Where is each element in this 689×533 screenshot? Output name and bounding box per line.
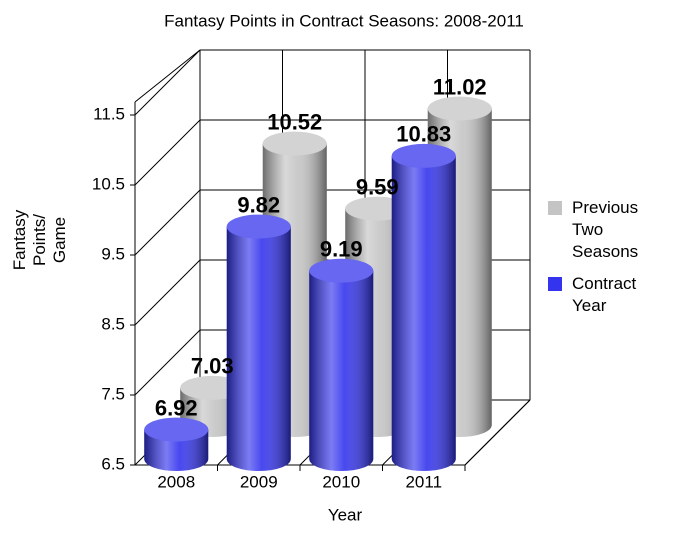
x-tick-label: 2008	[157, 472, 195, 491]
grid-line	[464, 399, 531, 466]
legend-label: Previous Two Seasons	[572, 198, 639, 261]
cylinder	[144, 417, 209, 471]
axis-line	[134, 49, 201, 103]
grid-line	[134, 49, 201, 116]
value-label: 9.59	[356, 175, 399, 200]
y-tick-label: 7.5	[101, 384, 125, 403]
value-label: 9.19	[320, 237, 363, 262]
value-label: 6.92	[155, 395, 198, 420]
y-axis-label: Fantasy Points/ Game	[10, 209, 69, 271]
x-axis-label: Year	[328, 505, 363, 524]
y-tick-label: 6.5	[101, 454, 125, 473]
cylinder	[391, 143, 456, 471]
x-tick-label: 2009	[240, 472, 278, 491]
x-tick-label: 2011	[405, 472, 442, 491]
grid-line	[134, 189, 201, 256]
legend-item: Previous Two Seasons	[548, 197, 662, 263]
x-tick-label: 2010	[322, 472, 360, 491]
value-label: 9.82	[237, 192, 280, 217]
cylinder	[309, 258, 374, 471]
grid-line	[134, 329, 201, 396]
value-label: 10.83	[396, 122, 451, 147]
y-tick-label: 9.5	[101, 244, 125, 263]
chart-title: Fantasy Points in Contract Seasons: 2008…	[164, 11, 524, 30]
cylinder	[226, 214, 291, 471]
legend-label: Contract Year	[572, 274, 637, 315]
y-tick-label: 8.5	[101, 314, 125, 333]
value-label: 10.52	[267, 109, 322, 134]
grid-line	[134, 259, 201, 326]
y-tick-label: 10.5	[92, 174, 125, 193]
grid-line	[134, 119, 201, 186]
legend: Previous Two Seasons Contract Year	[548, 197, 662, 327]
value-label: 7.03	[191, 354, 234, 379]
legend-item: Contract Year	[548, 273, 662, 317]
value-label: 11.02	[433, 74, 487, 99]
y-tick-label: 11.5	[93, 104, 125, 123]
legend-swatch	[548, 201, 562, 215]
legend-swatch	[548, 277, 562, 291]
